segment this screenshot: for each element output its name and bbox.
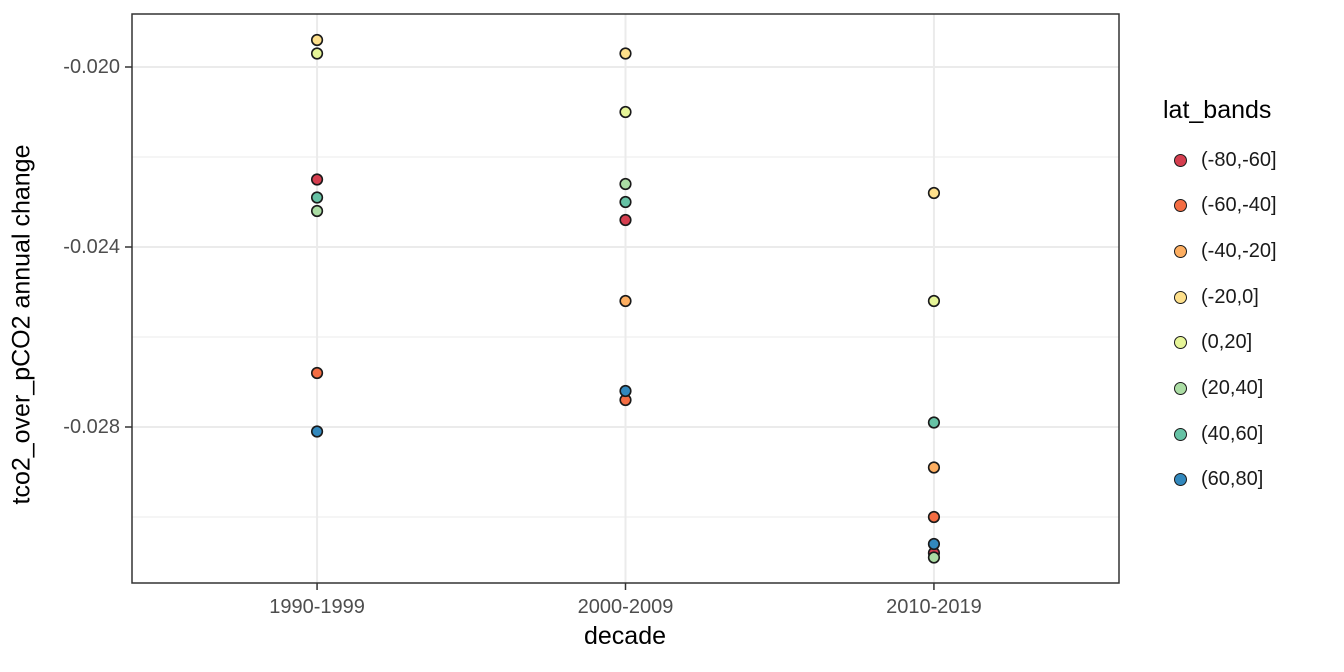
legend-key-circle-icon [1174,290,1187,304]
legend-label: (20,40] [1201,377,1264,399]
legend-title: lat_bands [1163,96,1272,124]
data-point-(0,20]-2000-2009 [619,105,632,119]
legend-label: (-80,-60] [1201,148,1277,171]
data-point-(40,60]-1990-1999 [310,191,324,204]
data-point-(-20,0]-1990-1999 [310,33,324,47]
legend-item: (60,80] [1174,468,1263,492]
data-point-(-20,0]-2000-2009 [619,47,632,60]
x-axis-title: decade [583,622,667,650]
legend-label: (60,80] [1201,468,1264,491]
legend-label: (-60,-40] [1201,194,1277,217]
data-point-(0,20]-2010-2019 [927,294,941,308]
data-point-(-60,-40]-1990-1999 [310,366,324,380]
data-point-(-20,0]-2010-2019 [927,186,941,200]
x-tick-label: 2010-2019 [886,596,982,618]
legend-item: (-40,-20] [1174,239,1277,263]
legend-key-circle-icon [1174,473,1187,487]
legend-key-circle-icon [1174,244,1187,258]
legend-label: (-40,-20] [1201,239,1277,262]
data-point-(60,80]-1990-1999 [310,425,324,438]
legend-key-circle-icon [1174,336,1187,350]
legend-item: (-20,0] [1174,285,1259,309]
y-axis-title: tco2_over_pCO2 annual change [7,144,36,505]
data-point-(-60,-40]-2010-2019 [927,510,941,524]
legend-key-circle-icon [1174,199,1187,213]
legend-item: (40,60] [1174,422,1263,446]
data-point-(60,80]-2010-2019 [927,537,941,551]
legend-key-circle-icon [1174,153,1187,167]
data-point-(20,40]-2000-2009 [619,177,632,191]
legend-item: (0,20] [1174,331,1252,355]
x-tick-label: 1990-1999 [269,596,365,618]
data-point-(-40,-20]-2000-2009 [619,294,632,308]
legend-item: (-60,-40] [1174,194,1277,218]
data-point-(-80,-60]-1990-1999 [310,173,324,186]
data-point-(40,60]-2000-2009 [619,195,632,209]
legend-item: (20,40] [1174,377,1263,401]
data-point-(60,80]-2000-2009 [619,384,632,398]
legend-key-circle-icon [1174,427,1187,441]
legend-key-circle-icon [1174,382,1187,395]
legend-item: (-80,-60] [1174,148,1277,172]
x-tick-label: 2000-2009 [577,596,674,618]
data-point-(20,40]-2010-2019 [927,551,941,564]
legend-label: (40,60] [1201,422,1264,445]
data-point-(20,40]-1990-1999 [310,204,324,218]
data-point-(0,20]-1990-1999 [310,47,324,60]
data-point-(-40,-20]-2010-2019 [927,461,941,474]
data-point-(-80,-60]-2000-2009 [619,213,632,227]
y-tick-label: -0.020 [63,56,120,78]
data-point-(40,60]-2010-2019 [927,416,941,429]
y-tick-label: -0.024 [63,236,120,258]
legend-label: (-20,0] [1201,285,1259,308]
y-tick-label: -0.028 [63,416,120,438]
legend-label: (0,20] [1201,331,1253,354]
legend: lat_bands (-80,-60] (-60,-40] (-40,-20] (-2… [1163,96,1338,490]
